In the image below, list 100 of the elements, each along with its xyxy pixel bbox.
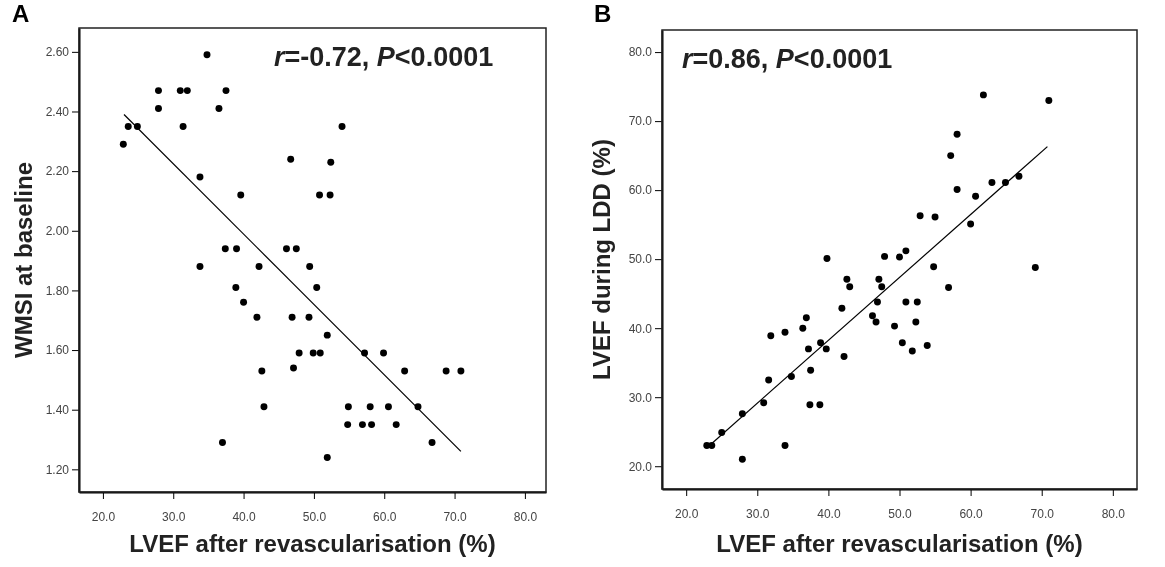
point [295, 349, 303, 357]
point [232, 283, 240, 291]
x-tick-label: 70.0 [1030, 507, 1055, 522]
point [953, 185, 961, 193]
point [323, 453, 331, 461]
point [290, 364, 297, 372]
y-tick-label: 70.0 [628, 114, 653, 129]
point [258, 367, 266, 375]
point [428, 439, 436, 446]
point [767, 332, 775, 340]
x-tick-label: 60.0 [373, 510, 397, 525]
x-tick-label: 30.0 [746, 507, 770, 522]
y-tick-label: 40.0 [628, 321, 653, 336]
point [1015, 172, 1023, 180]
point [988, 179, 996, 187]
x-tick-label: 70.0 [443, 510, 468, 525]
point [392, 421, 400, 429]
y-tick-label: 1.60 [45, 343, 70, 358]
point [846, 283, 854, 291]
point [119, 140, 127, 148]
x-tick-label: 20.0 [91, 510, 116, 525]
x-tick-label: 30.0 [162, 510, 186, 525]
point [344, 403, 352, 411]
point [179, 122, 187, 130]
y-tick-label: 60.0 [628, 183, 653, 198]
point [380, 349, 388, 357]
point [237, 191, 245, 199]
point [253, 313, 261, 321]
point [287, 155, 295, 163]
point [219, 439, 226, 446]
point [326, 191, 334, 199]
point [288, 313, 296, 321]
point [1045, 96, 1053, 104]
point [260, 403, 268, 411]
chart-title: B [594, 0, 612, 27]
point [878, 283, 886, 291]
x-axis-title: LVEF after revascularisation (%) [716, 530, 1083, 557]
point [1031, 263, 1039, 271]
point [708, 442, 716, 449]
point [738, 455, 746, 463]
point [875, 275, 883, 283]
point [898, 339, 906, 347]
y-tick-label: 1.80 [45, 283, 70, 298]
y-tick-label: 2.40 [45, 104, 70, 119]
point [840, 353, 848, 360]
point [902, 247, 910, 255]
point [916, 212, 924, 220]
x-tick-label: 80.0 [1101, 507, 1126, 522]
x-axis-title: LVEF after revascularisation (%) [129, 530, 496, 557]
point [306, 263, 314, 271]
point [344, 421, 352, 429]
x-tick-label: 40.0 [232, 510, 257, 525]
point [823, 254, 831, 262]
point [869, 312, 876, 320]
point [816, 401, 824, 409]
x-tick-label: 80.0 [513, 510, 538, 525]
point [155, 105, 162, 112]
y-tick-label: 2.00 [45, 224, 70, 239]
point [366, 403, 374, 411]
point [221, 245, 229, 253]
point [930, 263, 938, 271]
point [787, 373, 795, 380]
point [176, 87, 184, 95]
point [805, 345, 812, 353]
point [902, 298, 910, 306]
point [923, 341, 931, 349]
point [822, 345, 830, 353]
point [806, 401, 814, 409]
x-tick-label: 50.0 [888, 507, 912, 522]
point [384, 403, 392, 411]
x-tick-label: 20.0 [675, 507, 699, 522]
point [781, 328, 789, 336]
point [947, 152, 955, 160]
point [953, 130, 961, 138]
point [338, 122, 346, 130]
point [233, 245, 241, 253]
point [802, 314, 810, 322]
y-tick-label: 30.0 [628, 390, 653, 405]
y-tick-label: 50.0 [628, 252, 653, 267]
x-tick-label: 50.0 [302, 510, 327, 525]
point [781, 442, 789, 449]
point [972, 192, 980, 200]
x-tick-label: 60.0 [959, 507, 984, 522]
y-tick-label: 2.20 [45, 164, 70, 179]
point [807, 366, 815, 374]
chart-title: A [12, 0, 30, 27]
point [292, 245, 300, 253]
point [872, 318, 880, 326]
y-tick-label: 20.0 [628, 459, 653, 474]
point [155, 87, 162, 95]
point [305, 313, 313, 321]
point [313, 283, 321, 291]
point [316, 349, 324, 357]
point [442, 367, 450, 375]
point [760, 399, 768, 407]
point [124, 122, 132, 130]
point [881, 252, 889, 260]
point [222, 87, 230, 95]
point [316, 191, 324, 199]
point [843, 275, 851, 283]
